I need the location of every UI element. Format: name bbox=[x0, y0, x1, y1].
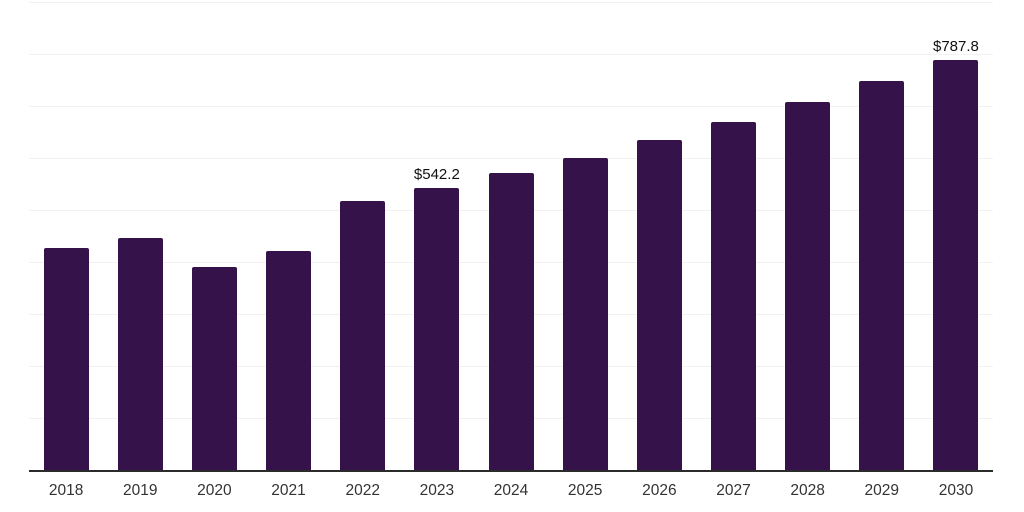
x-axis-label-2023: 2023 bbox=[419, 482, 455, 499]
gridline bbox=[29, 158, 993, 159]
bar-value-label: $787.8 bbox=[933, 38, 979, 56]
bar-slot-2018 bbox=[29, 2, 103, 470]
bar-2026 bbox=[636, 140, 682, 470]
gridline bbox=[29, 54, 993, 55]
bar-2020 bbox=[191, 267, 237, 470]
bar-slot-2025 bbox=[548, 2, 622, 470]
bar-2024 bbox=[488, 173, 534, 470]
x-axis-label-2019: 2019 bbox=[122, 482, 158, 499]
x-axis-label-2018: 2018 bbox=[48, 482, 84, 499]
bar-2018 bbox=[43, 247, 89, 470]
bar-2019 bbox=[117, 238, 163, 470]
x-axis-label-2021: 2021 bbox=[271, 482, 306, 499]
bar-slot-2024 bbox=[474, 2, 548, 470]
bar-slot-2019 bbox=[103, 2, 177, 470]
bar-slot-2022 bbox=[326, 2, 400, 470]
x-axis-label-2025: 2025 bbox=[567, 482, 603, 499]
bar-slot-2028 bbox=[771, 2, 845, 470]
bar-slot-2027 bbox=[696, 2, 770, 470]
bar-slot-2030: $787.8 bbox=[919, 2, 993, 470]
bar-slot-2026 bbox=[622, 2, 696, 470]
x-axis-label-2022: 2022 bbox=[345, 482, 380, 499]
bar-2025 bbox=[562, 158, 608, 470]
bar-2028 bbox=[785, 102, 831, 470]
bar-2029 bbox=[859, 81, 905, 470]
bar-2023 bbox=[414, 188, 460, 470]
x-axis-label-2027: 2027 bbox=[716, 482, 751, 499]
x-axis-labels: 2018 2019 2020 2021 2022 2023 2024 2025 2026 2027… bbox=[29, 481, 993, 501]
bar-2030 bbox=[933, 60, 979, 470]
gridline bbox=[29, 2, 993, 3]
bar-2022 bbox=[340, 201, 386, 470]
x-axis-label-2024: 2024 bbox=[493, 482, 529, 499]
bar-slot-2023: $542.2 bbox=[400, 2, 474, 470]
x-axis-label-2026: 2026 bbox=[642, 482, 677, 499]
bar-slot-2020 bbox=[177, 2, 251, 470]
x-axis-label-2028: 2028 bbox=[790, 482, 825, 499]
bar-slot-2029 bbox=[845, 2, 919, 470]
plot-area: $542.2 $787.8 bbox=[29, 2, 993, 472]
bar-2021 bbox=[266, 251, 312, 470]
x-axis-label-2030: 2030 bbox=[938, 482, 974, 499]
gridline bbox=[29, 106, 993, 107]
bar-2027 bbox=[710, 122, 756, 470]
x-axis-label-2029: 2029 bbox=[864, 482, 900, 499]
bar-value-label: $542.2 bbox=[413, 166, 460, 184]
bars-row: $542.2 $787.8 bbox=[29, 2, 993, 470]
x-axis-label-2020: 2020 bbox=[197, 482, 232, 499]
bar-slot-2021 bbox=[251, 2, 325, 470]
